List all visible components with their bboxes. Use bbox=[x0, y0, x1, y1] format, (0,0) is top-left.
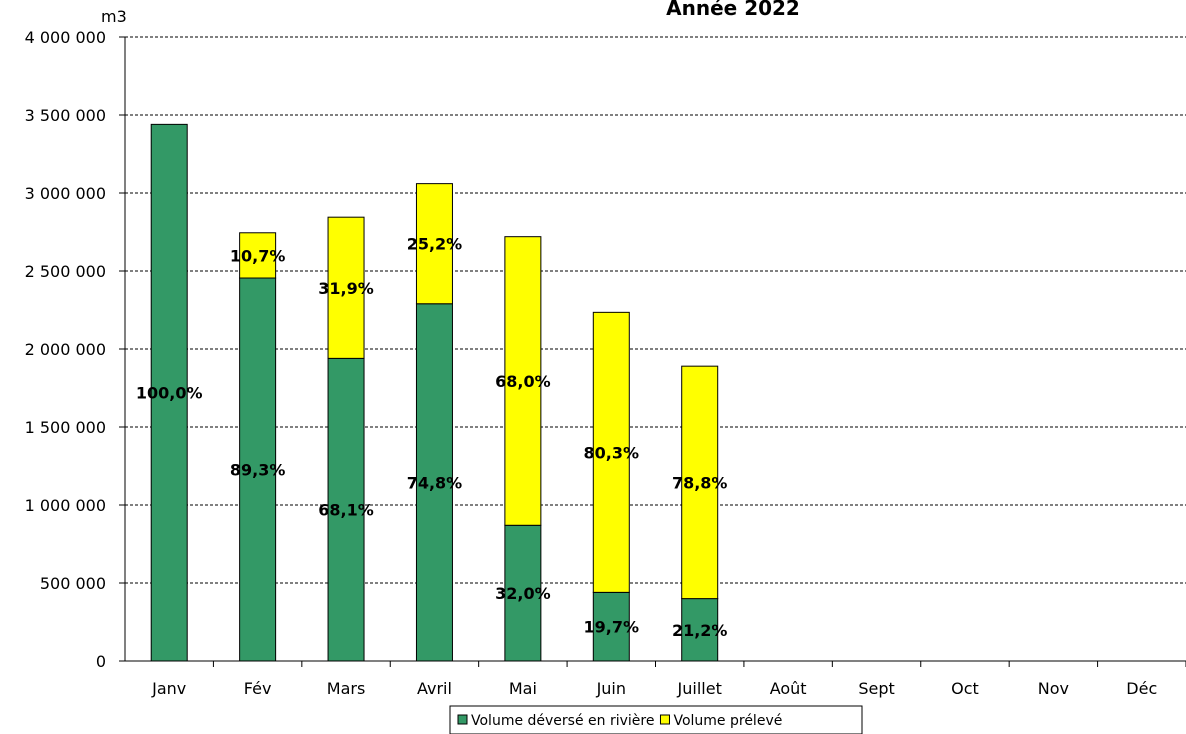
x-tick-label: Mai bbox=[509, 679, 537, 698]
data-label: 32,0% bbox=[495, 584, 551, 603]
y-tick-label: 1 500 000 bbox=[25, 418, 106, 437]
data-label: 21,2% bbox=[672, 621, 728, 640]
data-label: 89,3% bbox=[230, 461, 286, 480]
chart-title: Année 2022 bbox=[666, 0, 800, 20]
y-tick-label: 500 000 bbox=[40, 574, 106, 593]
legend-label-preleve: Volume prélevé bbox=[673, 713, 782, 729]
bar-deverse bbox=[504, 524, 542, 662]
y-tick-label: 2 000 000 bbox=[25, 340, 106, 359]
bars bbox=[150, 123, 719, 662]
data-label: 68,0% bbox=[495, 372, 551, 391]
legend: Volume déversé en rivière Volume prélevé bbox=[449, 705, 863, 734]
bar-deverse bbox=[150, 123, 188, 662]
bar-preleve bbox=[681, 365, 719, 600]
bar-deverse bbox=[681, 598, 719, 662]
y-axis-ticks: 0 500 000 1 000 000 1 500 000 2 000 000 2 500… bbox=[25, 28, 125, 671]
x-tick-label: Avril bbox=[417, 679, 452, 698]
x-tick-label: Juin bbox=[596, 679, 626, 698]
legend-swatch-preleve bbox=[659, 714, 670, 725]
x-tick-label: Juillet bbox=[677, 679, 722, 698]
bar-deverse bbox=[327, 357, 365, 662]
y-axis-unit: m3 bbox=[101, 7, 127, 26]
y-tick-label: 2 500 000 bbox=[25, 262, 106, 281]
data-label: 78,8% bbox=[672, 473, 728, 492]
bar-preleve bbox=[592, 311, 630, 593]
y-tick-label: 1 000 000 bbox=[25, 496, 106, 515]
bar-preleve bbox=[327, 216, 365, 359]
legend-swatch-deverse bbox=[457, 714, 468, 725]
x-tick-label: Oct bbox=[951, 679, 979, 698]
y-tick-label: 3 500 000 bbox=[25, 106, 106, 125]
data-label: 100,0% bbox=[136, 384, 203, 403]
gridlines bbox=[125, 36, 1186, 584]
data-label: 25,2% bbox=[407, 235, 463, 254]
axes bbox=[119, 37, 1186, 662]
data-label: 10,7% bbox=[230, 246, 286, 265]
x-axis-ticks: Janv Fév Mars Avril Mai Juin Juillet Août Sept Oc… bbox=[151, 661, 1186, 698]
bar-deverse bbox=[415, 303, 453, 662]
x-tick-label: Déc bbox=[1126, 679, 1157, 698]
x-tick-label: Mars bbox=[327, 679, 366, 698]
data-label: 74,8% bbox=[407, 473, 463, 492]
x-tick-label: Nov bbox=[1038, 679, 1069, 698]
bar-preleve bbox=[504, 236, 542, 526]
data-label: 31,9% bbox=[318, 279, 374, 298]
legend-label-deverse: Volume déversé en rivière bbox=[471, 713, 654, 729]
bar-preleve bbox=[239, 232, 277, 279]
bar-preleve bbox=[415, 183, 453, 305]
y-tick-label: 0 bbox=[96, 652, 106, 671]
data-label: 80,3% bbox=[584, 443, 640, 462]
x-tick-label: Janv bbox=[151, 679, 186, 698]
y-tick-label: 3 000 000 bbox=[25, 184, 106, 203]
x-tick-label: Fév bbox=[244, 679, 272, 698]
x-tick-label: Sept bbox=[858, 679, 894, 698]
x-tick-label: Août bbox=[770, 679, 807, 698]
data-label: 68,1% bbox=[318, 501, 374, 520]
y-tick-label: 4 000 000 bbox=[25, 28, 106, 47]
data-labels: 100,0% 89,3% 10,7% 68,1% 31,9% 74,8% 25,2% 32,0… bbox=[136, 235, 728, 640]
legend-box bbox=[449, 705, 863, 734]
data-label: 19,7% bbox=[584, 618, 640, 637]
